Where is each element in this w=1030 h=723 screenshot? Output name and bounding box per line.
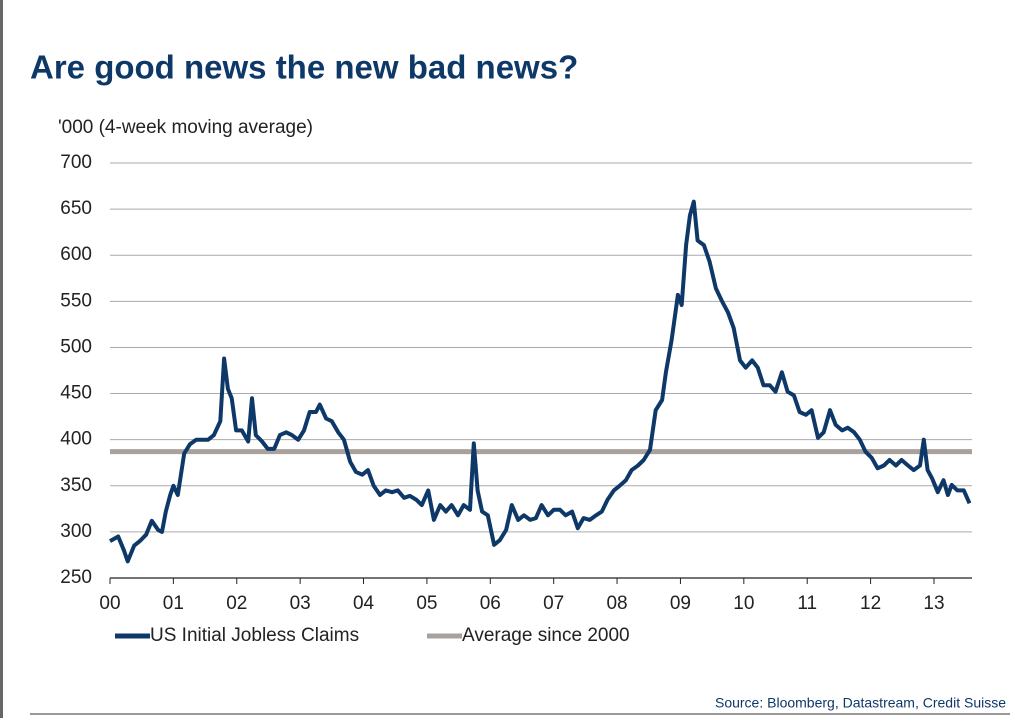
- y-tick-label: 650: [60, 198, 92, 219]
- y-axis-label: '000 (4-week moving average): [58, 117, 313, 138]
- left-border: [0, 0, 3, 718]
- x-tick-label: 02: [226, 593, 247, 614]
- x-tick-label: 00: [99, 593, 120, 614]
- x-tick-label: 13: [923, 593, 944, 614]
- y-tick-label: 250: [60, 567, 92, 588]
- source: Source: Bloomberg, Datastream, Credit Su…: [715, 695, 1006, 711]
- x-tick-label: 11: [797, 593, 817, 614]
- x-tick-label: 06: [480, 593, 501, 614]
- y-tick-label: 450: [60, 383, 92, 404]
- x-tick-label: 05: [416, 593, 437, 614]
- x-tick-label: 08: [606, 593, 627, 614]
- x-tick-label: 04: [353, 593, 375, 614]
- y-tick-label: 550: [60, 290, 92, 311]
- y-tick-label: 700: [60, 152, 92, 173]
- y-tick-label: 300: [60, 521, 92, 542]
- y-tick-label: 400: [60, 429, 92, 450]
- legend-label: US Initial Jobless Claims: [150, 625, 359, 646]
- y-tick-label: 350: [60, 475, 92, 496]
- data-line: [109, 199, 972, 564]
- legend-label: Average since 2000: [462, 625, 630, 646]
- y-tick-label: 600: [60, 244, 92, 265]
- x-tick-label: 12: [860, 593, 881, 614]
- x-tick-label: 03: [290, 593, 311, 614]
- x-tick-label: 09: [670, 593, 691, 614]
- x-tick-label: 07: [543, 593, 564, 614]
- y-tick-label: 500: [60, 336, 92, 357]
- x-tick-label: 01: [163, 593, 184, 614]
- x-tick-label: 10: [733, 593, 754, 614]
- chart-title: Are good news the new bad news?: [30, 49, 578, 86]
